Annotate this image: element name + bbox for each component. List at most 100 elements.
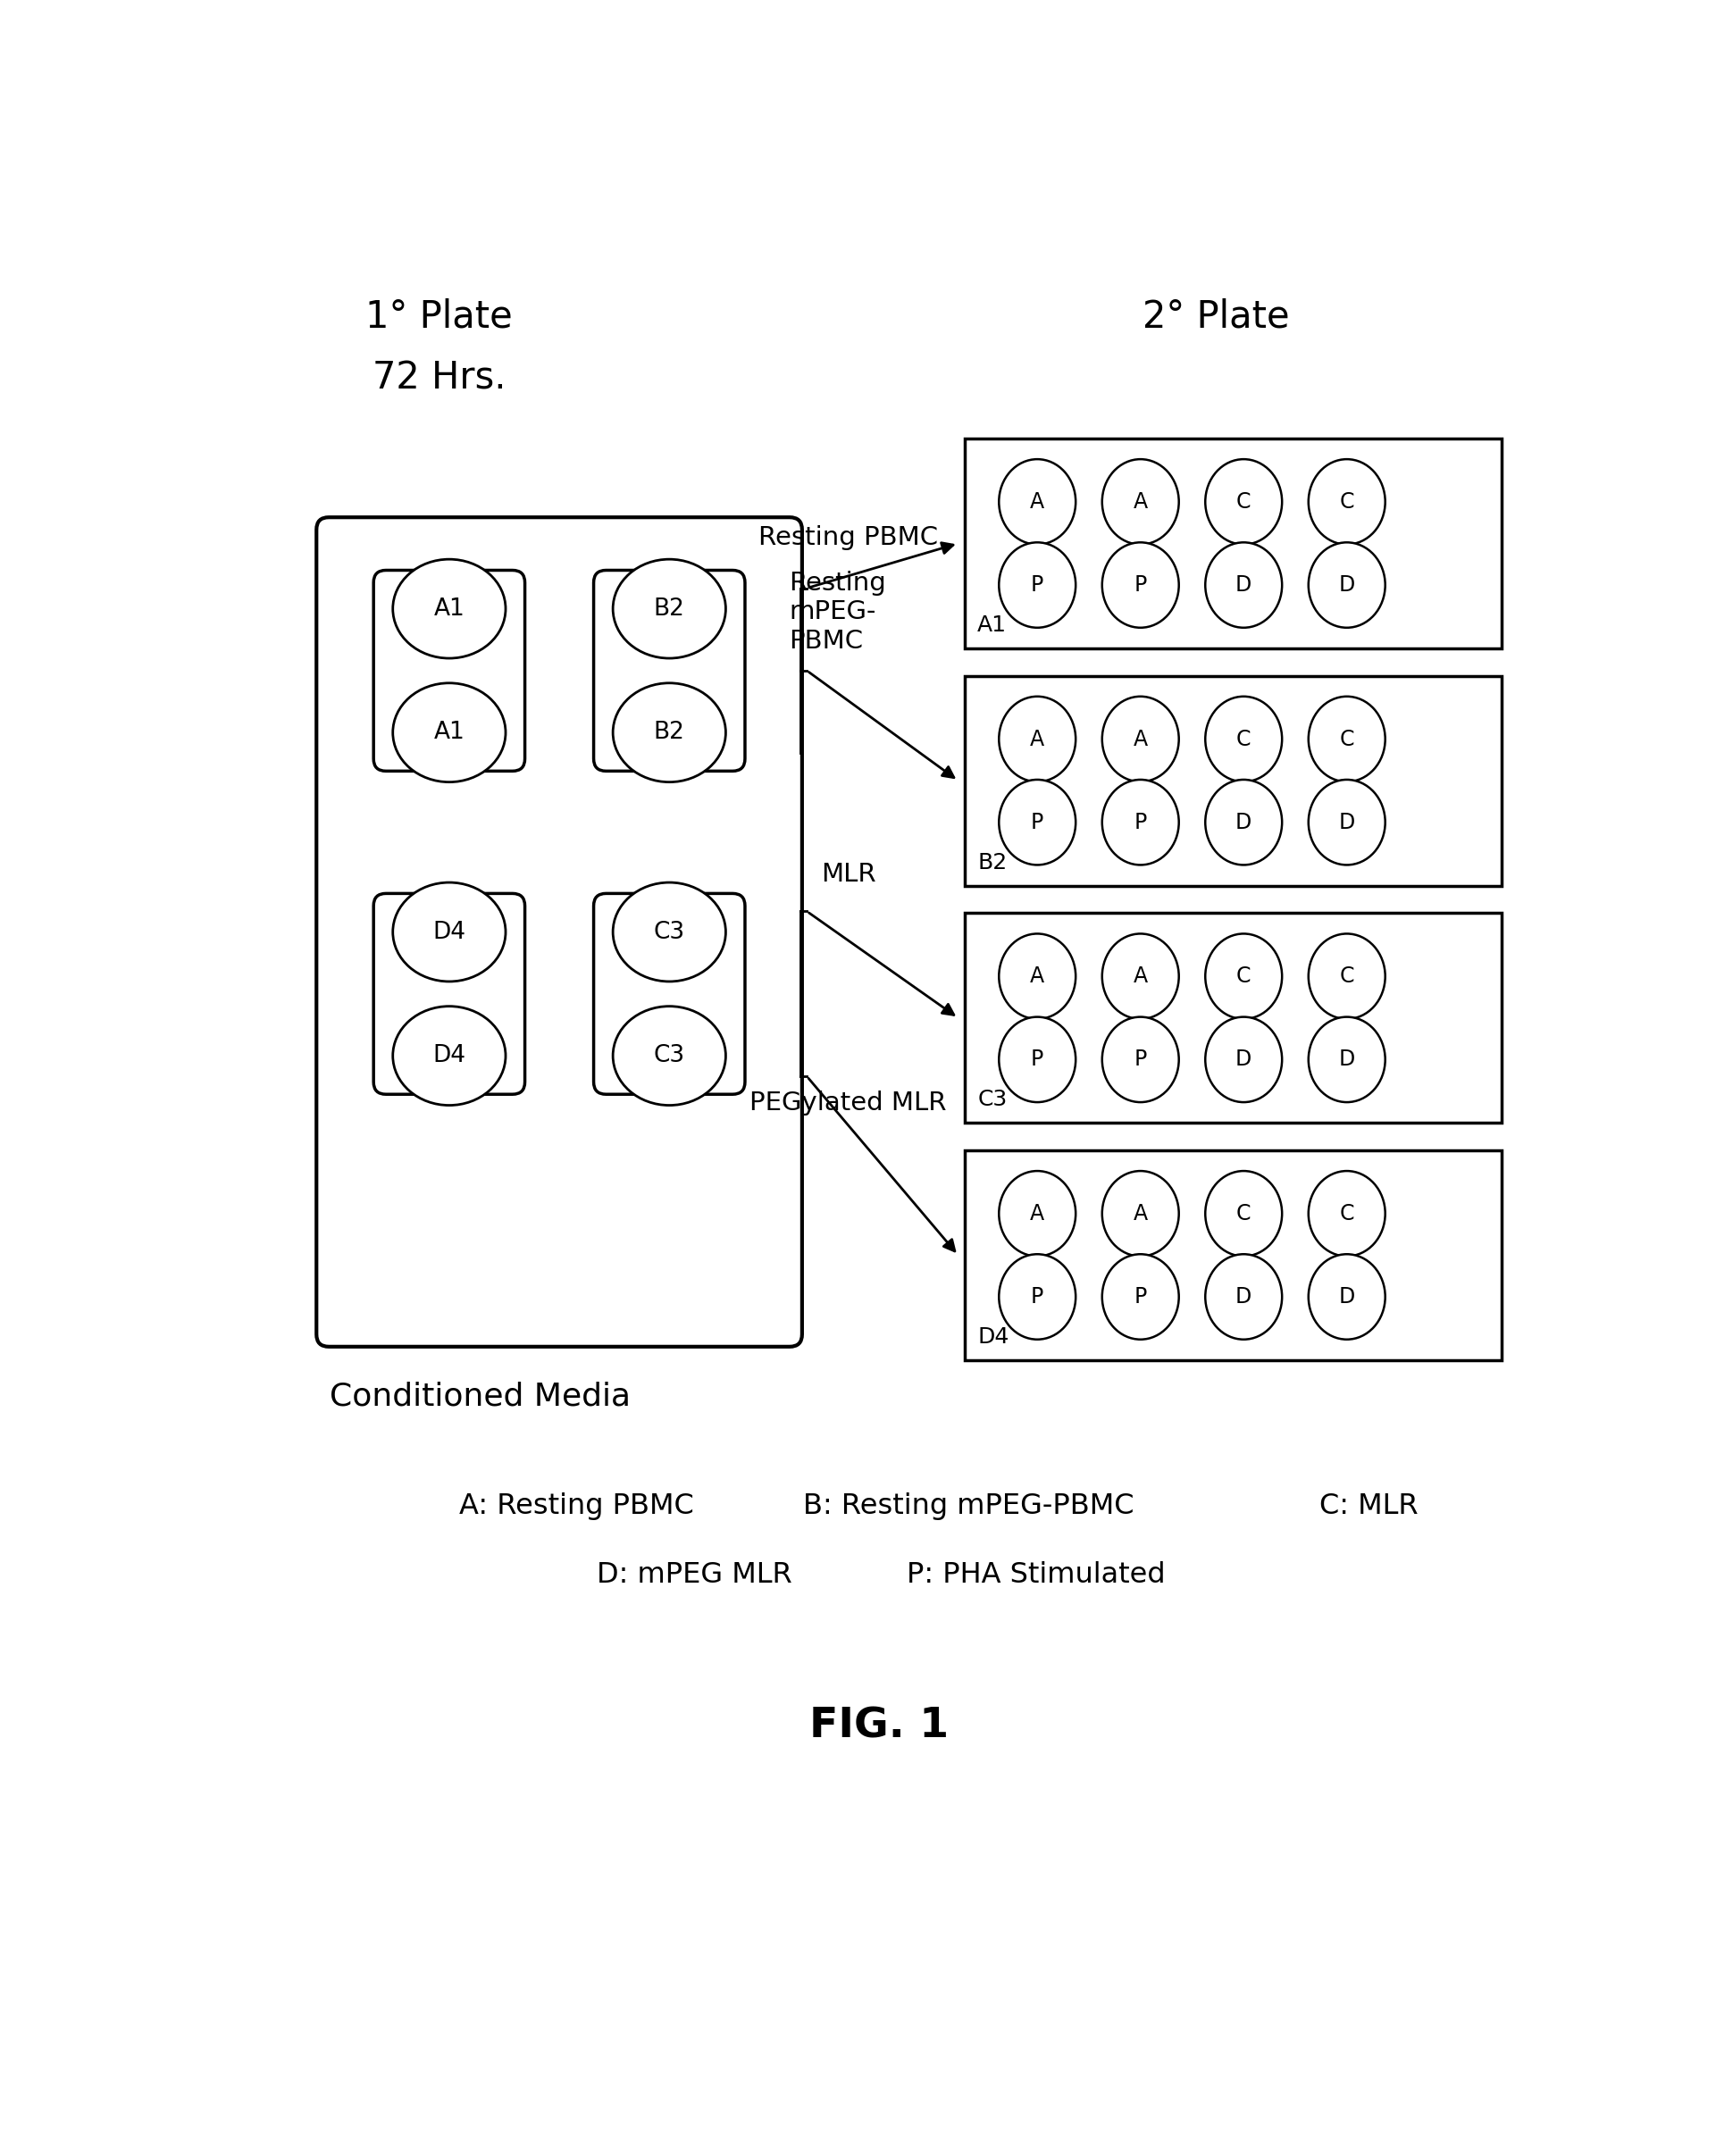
Ellipse shape xyxy=(613,558,726,658)
Text: D: D xyxy=(1236,1048,1251,1069)
Text: C3: C3 xyxy=(654,921,685,944)
Ellipse shape xyxy=(613,683,726,783)
Ellipse shape xyxy=(1308,1171,1385,1257)
Text: D: D xyxy=(1338,573,1356,595)
Ellipse shape xyxy=(1102,543,1179,627)
Text: A: A xyxy=(1030,966,1045,987)
Text: C: C xyxy=(1236,966,1251,987)
Text: P: P xyxy=(1031,1048,1043,1069)
Text: B: Resting mPEG-PBMC: B: Resting mPEG-PBMC xyxy=(803,1492,1134,1520)
Ellipse shape xyxy=(1102,1255,1179,1339)
FancyBboxPatch shape xyxy=(316,517,801,1348)
Ellipse shape xyxy=(1308,543,1385,627)
Ellipse shape xyxy=(1102,1171,1179,1257)
Ellipse shape xyxy=(999,696,1076,783)
Text: Resting
mPEG-
PBMC: Resting mPEG- PBMC xyxy=(789,571,887,653)
Text: A: A xyxy=(1030,492,1045,513)
Text: 2° Plate: 2° Plate xyxy=(1143,298,1290,334)
Ellipse shape xyxy=(1308,780,1385,865)
Ellipse shape xyxy=(1102,780,1179,865)
Ellipse shape xyxy=(999,1018,1076,1102)
Text: D4: D4 xyxy=(978,1326,1009,1348)
Ellipse shape xyxy=(1205,780,1282,865)
Text: P: PHA Stimulated: P: PHA Stimulated xyxy=(906,1561,1165,1589)
Text: Conditioned Media: Conditioned Media xyxy=(329,1382,631,1412)
Text: A: A xyxy=(1133,729,1148,750)
Text: C: C xyxy=(1236,729,1251,750)
Ellipse shape xyxy=(393,558,506,658)
FancyBboxPatch shape xyxy=(594,569,745,772)
Ellipse shape xyxy=(1205,459,1282,545)
Text: A: A xyxy=(1030,729,1045,750)
Ellipse shape xyxy=(999,1255,1076,1339)
Text: C: C xyxy=(1236,1203,1251,1225)
Text: D: D xyxy=(1338,1287,1356,1307)
Text: P: P xyxy=(1031,1287,1043,1307)
Text: 1° Plate: 1° Plate xyxy=(366,298,513,334)
Text: C: C xyxy=(1340,966,1354,987)
Ellipse shape xyxy=(1102,696,1179,783)
Text: P: P xyxy=(1031,573,1043,595)
Text: D4: D4 xyxy=(432,921,465,944)
Ellipse shape xyxy=(393,683,506,783)
Text: D: D xyxy=(1236,1287,1251,1307)
Text: C: MLR: C: MLR xyxy=(1320,1492,1417,1520)
Bar xyxy=(964,1151,1502,1360)
Text: MLR: MLR xyxy=(820,862,875,888)
Ellipse shape xyxy=(1308,696,1385,783)
Ellipse shape xyxy=(613,882,726,981)
Text: A1: A1 xyxy=(434,720,465,744)
Bar xyxy=(964,914,1502,1123)
Text: PEGylated MLR: PEGylated MLR xyxy=(750,1091,947,1115)
Ellipse shape xyxy=(999,934,1076,1020)
Text: C: C xyxy=(1340,1203,1354,1225)
Ellipse shape xyxy=(1205,934,1282,1020)
Ellipse shape xyxy=(1205,543,1282,627)
Bar xyxy=(964,675,1502,886)
Text: A: A xyxy=(1133,1203,1148,1225)
Ellipse shape xyxy=(1308,1255,1385,1339)
Text: A: A xyxy=(1030,1203,1045,1225)
FancyBboxPatch shape xyxy=(374,893,525,1095)
Ellipse shape xyxy=(1308,459,1385,545)
Ellipse shape xyxy=(1102,934,1179,1020)
Text: D: mPEG MLR: D: mPEG MLR xyxy=(597,1561,793,1589)
Text: A: Resting PBMC: A: Resting PBMC xyxy=(460,1492,695,1520)
Ellipse shape xyxy=(1205,1018,1282,1102)
Ellipse shape xyxy=(1102,459,1179,545)
Ellipse shape xyxy=(393,882,506,981)
Text: P: P xyxy=(1134,1287,1146,1307)
Ellipse shape xyxy=(613,1007,726,1106)
Ellipse shape xyxy=(1205,696,1282,783)
Text: C: C xyxy=(1340,729,1354,750)
Text: P: P xyxy=(1134,811,1146,832)
Text: D: D xyxy=(1338,1048,1356,1069)
Text: D: D xyxy=(1236,811,1251,832)
Ellipse shape xyxy=(393,1007,506,1106)
Text: A: A xyxy=(1133,966,1148,987)
Ellipse shape xyxy=(1205,1255,1282,1339)
FancyBboxPatch shape xyxy=(594,893,745,1095)
Text: D4: D4 xyxy=(432,1044,465,1067)
Text: D: D xyxy=(1236,573,1251,595)
Ellipse shape xyxy=(1308,1018,1385,1102)
Text: D: D xyxy=(1338,811,1356,832)
Text: C: C xyxy=(1236,492,1251,513)
Ellipse shape xyxy=(999,543,1076,627)
Text: B2: B2 xyxy=(654,597,685,621)
Text: P: P xyxy=(1134,1048,1146,1069)
Text: FIG. 1: FIG. 1 xyxy=(810,1705,949,1746)
Text: P: P xyxy=(1134,573,1146,595)
Text: 72 Hrs.: 72 Hrs. xyxy=(372,360,506,397)
Text: C3: C3 xyxy=(654,1044,685,1067)
Bar xyxy=(964,438,1502,649)
Ellipse shape xyxy=(999,1171,1076,1257)
Ellipse shape xyxy=(999,780,1076,865)
Text: C3: C3 xyxy=(978,1089,1007,1110)
Text: B2: B2 xyxy=(654,720,685,744)
Text: A: A xyxy=(1133,492,1148,513)
Ellipse shape xyxy=(1102,1018,1179,1102)
FancyBboxPatch shape xyxy=(374,569,525,772)
Ellipse shape xyxy=(1308,934,1385,1020)
Ellipse shape xyxy=(999,459,1076,545)
